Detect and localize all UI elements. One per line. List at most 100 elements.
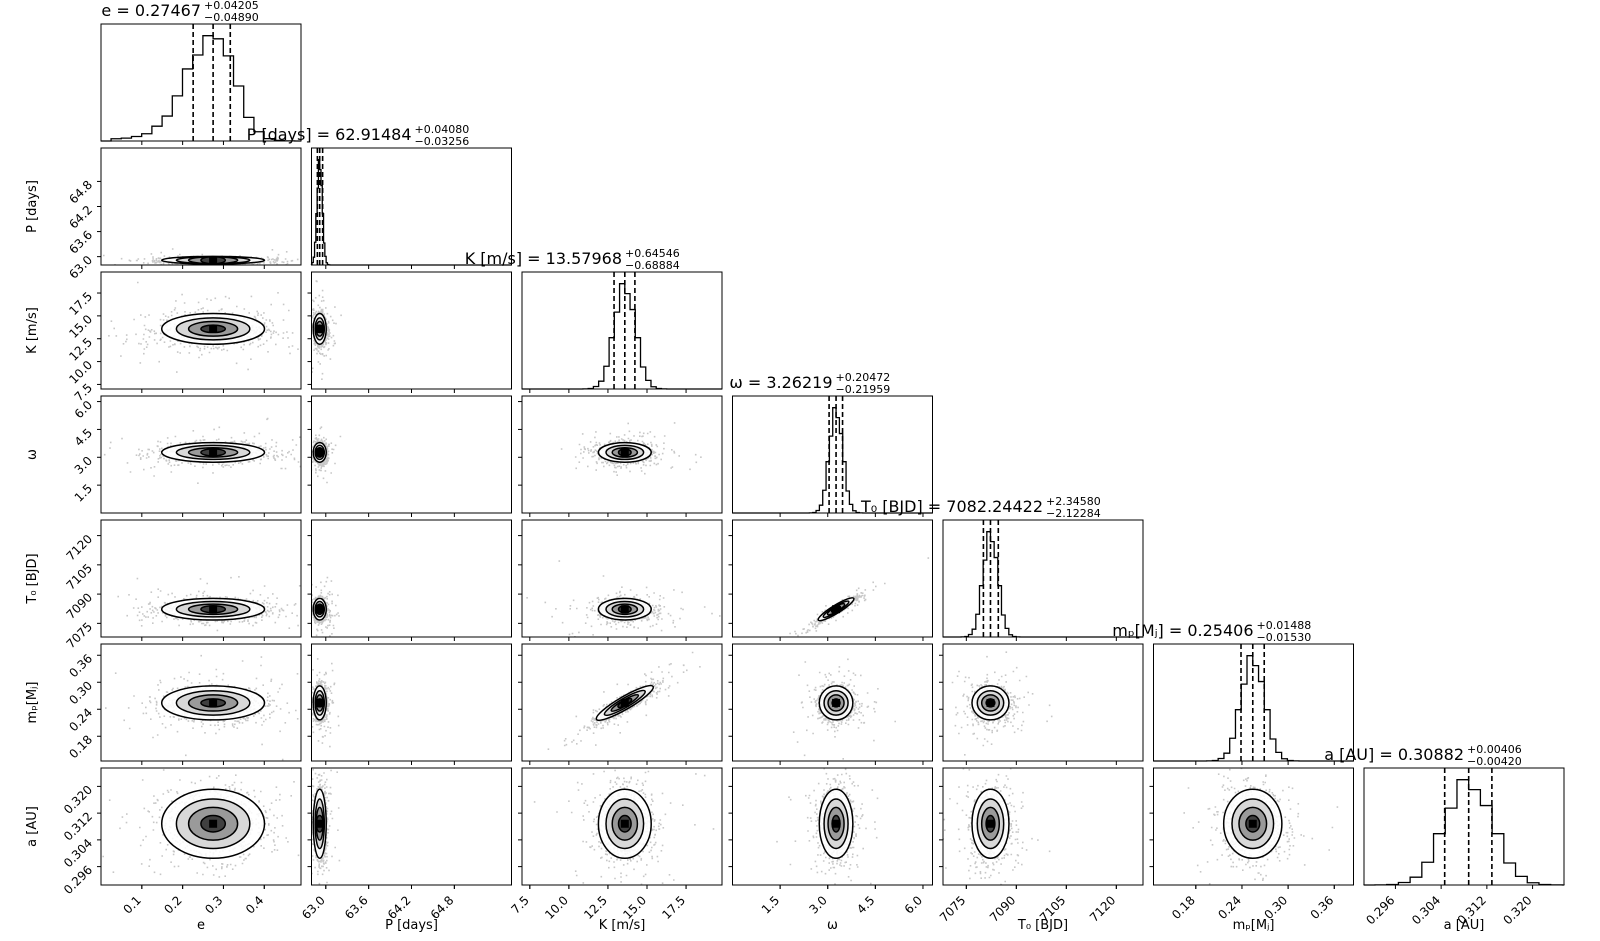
y-tick-label: 10.0	[66, 358, 95, 387]
density-peak	[620, 819, 629, 828]
points	[311, 576, 340, 637]
histogram-K	[522, 283, 722, 390]
y-tick-label: 1.5	[72, 481, 95, 504]
density-peak	[209, 605, 218, 614]
points	[101, 644, 301, 761]
y-tick-label: 17.5	[66, 289, 95, 318]
title-w: ω = 3.26219 +0.20472−0.21959	[729, 371, 890, 396]
y-axis-label-a: a [AU]	[25, 806, 40, 847]
x-tick-label: 7090	[987, 893, 1018, 924]
y-axis-label-P: P [days]	[25, 180, 40, 233]
y-tick-label: 7075	[64, 620, 95, 651]
title-err-plus: +0.04205	[204, 0, 259, 12]
points	[117, 576, 301, 632]
scatter-panel-w-a: 1.5 3.0 4.5 6.0 ω	[728, 767, 933, 933]
density-peak	[1248, 819, 1257, 828]
panel-frame	[521, 519, 723, 638]
title-err-plus: +0.20472	[836, 371, 891, 384]
title-err-minus: −0.68884	[625, 259, 680, 272]
scatter-panel-P-mp	[307, 643, 512, 765]
histogram-panel-mp: mₚ[Mⱼ] = 0.25406 +0.01488−0.01530	[1112, 619, 1354, 765]
points	[526, 560, 721, 637]
title-err-plus: +0.01488	[1257, 619, 1312, 632]
points	[311, 280, 342, 380]
density-peak	[986, 698, 995, 707]
panel-frame	[732, 767, 933, 886]
title-err-minus: −2.12284	[1046, 507, 1101, 520]
points	[789, 557, 930, 637]
panel-frame	[311, 643, 512, 762]
y-tick-label: 0.304	[61, 836, 95, 870]
panels: e = 0.27467 +0.04205−0.04890 P [days] = 62…	[25, 0, 1565, 933]
title-err-minus: −0.01530	[1257, 631, 1312, 644]
title-text: mₚ[Mⱼ] = 0.25406	[1112, 621, 1253, 640]
panel-frame	[942, 767, 1144, 886]
density-peak	[620, 605, 629, 614]
panel-frame	[311, 767, 512, 886]
panel-frame	[311, 147, 512, 266]
y-tick-label: 63.0	[66, 253, 95, 282]
scatter-panel-P-w	[307, 395, 512, 517]
x-tick-label: 0.36	[1308, 893, 1337, 922]
density-peak	[620, 448, 629, 457]
x-tick-label: 0.296	[1363, 893, 1397, 927]
y-tick-label: 15.0	[66, 312, 95, 341]
x-tick-label: 0.3	[202, 893, 225, 916]
x-tick-label: 3.0	[806, 893, 829, 916]
scatter-panel-P-K	[307, 271, 512, 393]
x-tick-label: 63.0	[299, 893, 328, 922]
panel-frame	[100, 147, 302, 266]
panel-frame	[732, 643, 933, 762]
y-axis-label-K: K [m/s]	[25, 307, 40, 354]
y-tick-label: 64.8	[66, 178, 95, 207]
x-tick-label: 0.320	[1500, 893, 1534, 927]
panel-frame	[732, 519, 933, 638]
panel-frame	[100, 395, 302, 514]
density-peak	[832, 698, 841, 707]
scatter-points	[117, 576, 301, 632]
scatter-points	[943, 768, 1051, 885]
density-peak	[315, 605, 324, 614]
histogram-panel-e: e = 0.27467 +0.04205−0.04890	[100, 0, 302, 145]
panel-frame	[311, 271, 512, 390]
points	[547, 651, 701, 750]
panel-frame	[100, 767, 302, 886]
title-err-plus: +0.64546	[625, 247, 680, 260]
x-tick-label: 17.5	[659, 893, 688, 922]
scatter-panel-K-mp	[518, 643, 723, 765]
points	[560, 422, 702, 476]
scatter-panel-K-T0	[518, 519, 723, 641]
panel-frame	[942, 643, 1144, 762]
panel-frame	[521, 767, 723, 886]
scatter-panel-T0-mp	[939, 643, 1144, 765]
y-axis-label-mp: mₚ[Mⱼ]	[25, 682, 40, 724]
scatter-panel-w-T0	[728, 519, 933, 641]
title-err-plus: +2.34580	[1046, 495, 1101, 508]
title-err-minus: −0.21959	[836, 383, 891, 396]
title-text: ω = 3.26219	[729, 373, 832, 392]
density-peak	[315, 324, 324, 333]
y-tick-label: 64.2	[66, 203, 95, 232]
points	[776, 768, 879, 885]
title-mp: mₚ[Mⱼ] = 0.25406 +0.01488−0.01530	[1112, 619, 1311, 644]
points	[103, 417, 301, 484]
y-tick-label: 7120	[64, 532, 95, 563]
histogram-e	[101, 35, 302, 142]
density-peak	[209, 819, 218, 828]
histogram-panel-P: P [days] = 62.91484 +0.04080−0.03256	[247, 123, 512, 269]
x-tick-label: 0.1	[121, 893, 144, 916]
scatter-points	[789, 557, 930, 637]
x-axis-label-e: e	[197, 918, 205, 933]
histogram-panel-K: K [m/s] = 13.57968 +0.64546−0.68884	[465, 247, 723, 393]
x-tick-label: 7075	[937, 893, 968, 924]
y-tick-label: 12.5	[66, 335, 95, 364]
points	[792, 658, 896, 760]
x-axis-label-w: ω	[827, 918, 838, 933]
histogram-panel-T0: T₀ [BJD] = 7082.24422 +2.34580−2.12284	[860, 495, 1144, 641]
y-tick-label: 0.312	[61, 809, 95, 843]
panel-frame	[1363, 767, 1565, 886]
histogram-panel-w: ω = 3.26219 +0.20472−0.21959	[729, 371, 933, 517]
panel-frame	[100, 271, 302, 390]
x-tick-label: 6.0	[902, 893, 925, 916]
